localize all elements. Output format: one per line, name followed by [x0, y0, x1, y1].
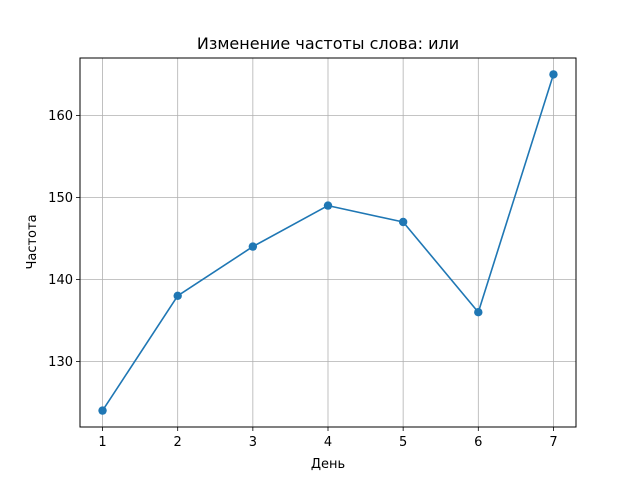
data-point	[98, 406, 107, 415]
x-tick-label: 6	[474, 435, 482, 450]
grid	[80, 58, 576, 427]
data-point	[173, 291, 182, 300]
chart-title: Изменение частоты слова: или	[197, 34, 459, 53]
x-axis-label: День	[311, 457, 345, 472]
x-axis-ticks: 1 2 3 4 5 6 7	[98, 427, 558, 450]
y-tick-label: 150	[48, 191, 73, 206]
y-tick-label: 140	[48, 273, 73, 288]
y-axis-label: Частота	[25, 214, 40, 269]
x-tick-label: 3	[249, 435, 257, 450]
y-tick-label: 160	[48, 109, 73, 124]
y-tick-label: 130	[48, 355, 73, 370]
y-axis-ticks: 130 140 150 160	[48, 109, 80, 370]
data-point	[248, 242, 258, 251]
x-tick-label: 1	[98, 435, 106, 450]
x-tick-label: 2	[174, 435, 182, 450]
x-tick-label: 7	[549, 435, 557, 450]
series-group	[98, 70, 558, 415]
x-tick-label: 4	[324, 435, 332, 450]
data-point	[398, 217, 408, 227]
x-tick-label: 5	[399, 435, 407, 450]
data-point	[323, 201, 333, 210]
data-point	[474, 308, 483, 317]
data-point	[549, 70, 558, 79]
